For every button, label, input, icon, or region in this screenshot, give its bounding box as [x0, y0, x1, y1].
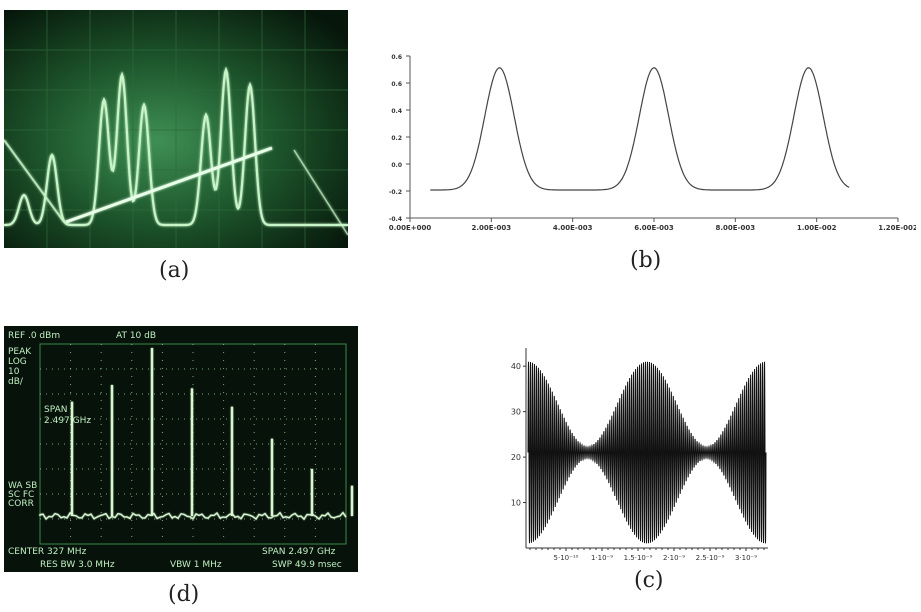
modulation-chart: 0.00E+000 2.00E-003 4.00E-003 6.00E-003 8.00…: [389, 54, 918, 232]
y-tick-label-b: -0.4: [389, 216, 402, 223]
wa-sb-label: WA SB: [8, 481, 37, 491]
x-tick-label-c: 5·10⁻¹⁰: [554, 554, 579, 562]
x-tick-label-c: 2·10⁻⁹: [663, 554, 685, 562]
x-tick-label-b: 0.00E+000: [389, 224, 432, 232]
scope-trace-ramp: [65, 146, 273, 224]
corr-label: CORR: [8, 499, 34, 509]
y-tick-label-c: 40: [511, 362, 521, 371]
res-bw-label: RES BW 3.0 MHz: [40, 560, 115, 570]
x-tick-label-b: 1.00E-002: [797, 224, 837, 232]
y-tick-label-b: 0.6: [391, 54, 402, 61]
caption-a: (a): [159, 258, 190, 283]
beat-waveform-line: [527, 361, 767, 544]
attenuation-label: AT 10 dB: [116, 331, 156, 341]
ref-level-label: REF .0 dBm: [8, 331, 60, 341]
oscilloscope-panel: [3, 10, 349, 248]
vbw-label: VBW 1 MHz: [170, 560, 222, 570]
caption-d: (d): [168, 582, 200, 607]
x-tick-label-b: 2.00E-003: [472, 224, 512, 232]
x-tick-label-b: 6.00E-003: [634, 224, 674, 232]
db-div-label: dB/: [8, 377, 24, 387]
beat-waveform-chart: 10 20 30 40 5·10⁻¹⁰ 1·10⁻⁹ 1.5·10⁻⁹ 2·10⁻⁹ 2.5·1…: [511, 348, 768, 562]
span-label: SPAN: [44, 405, 67, 415]
span-value-label: 2.497 GHz: [44, 416, 91, 426]
scale-label: 10: [8, 367, 20, 377]
beat-waveform-panel: 10 20 30 40 5·10⁻¹⁰ 1·10⁻⁹ 1.5·10⁻⁹ 2·10⁻⁹ 2.5·1…: [500, 342, 780, 572]
log-label: LOG: [8, 357, 27, 367]
x-tick-label-b: 8.00E-003: [716, 224, 756, 232]
caption-c: (c): [634, 568, 664, 593]
x-tick-label-c: 1.5·10⁻⁹: [624, 554, 653, 562]
center-frequency-label: CENTER 327 MHz: [8, 547, 87, 557]
caption-b: (b): [630, 248, 662, 273]
modulation-series-line: [430, 67, 850, 191]
y-tick-label-c: 10: [511, 499, 521, 508]
sweep-time-label: SWP 49.9 msec: [272, 560, 342, 570]
x-tick-label-c: 3·10⁻⁹: [735, 554, 757, 562]
scope-trace-edge: [293, 149, 349, 236]
spectrum-analyzer-panel: REF .0 dBm AT 10 dB PEAK LOG 10 dB/ SPAN…: [4, 326, 358, 572]
x-tick-label-c: 2.5·10⁻⁹: [696, 554, 725, 562]
y-tick-label-b: -0.2: [389, 189, 402, 196]
scope-trace-peaks: [4, 66, 348, 227]
spectrum-analyzer-screen: REF .0 dBm AT 10 dB PEAK LOG 10 dB/ SPAN…: [4, 326, 358, 572]
y-tick-label-b: 0.0: [391, 162, 402, 169]
x-tick-label-b: 1.20E-002: [878, 224, 916, 232]
sc-fc-label: SC FC: [8, 490, 34, 500]
oscilloscope-image: [3, 10, 349, 248]
x-tick-label-c: 1·10⁻⁹: [591, 554, 613, 562]
modulation-chart-panel: 0.00E+000 2.00E-003 4.00E-003 6.00E-003 8.00…: [358, 22, 918, 252]
y-tick-label-b: 0.2: [391, 135, 402, 142]
y-tick-label-b: 0.6: [391, 81, 402, 88]
y-tick-label-c: 20: [511, 453, 521, 462]
x-tick-label-b: 4.00E-003: [553, 224, 593, 232]
y-tick-label-b: 0.4: [391, 108, 402, 115]
spectrum-noise-floor: [39, 511, 347, 521]
y-tick-label-c: 30: [511, 408, 521, 417]
peak-label: PEAK: [8, 347, 32, 357]
scope-trace-retrace: [3, 139, 65, 223]
span-footer-label: SPAN 2.497 GHz: [262, 547, 336, 557]
